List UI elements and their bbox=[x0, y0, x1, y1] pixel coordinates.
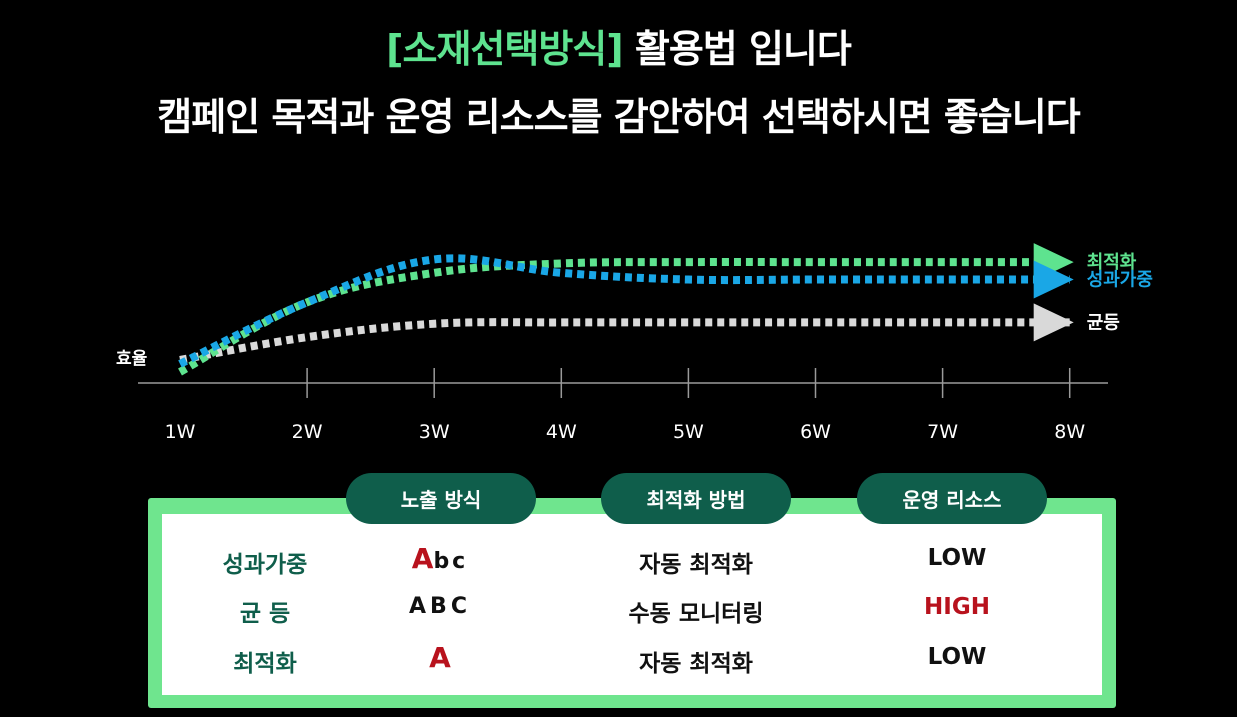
x-tick-label-4W: 4W bbox=[546, 421, 577, 443]
row-label-even: 균 등 bbox=[239, 601, 291, 627]
x-tick-label-1W: 1W bbox=[165, 421, 196, 443]
legend-label-0: 최적화 bbox=[1087, 252, 1137, 273]
x-tick-label-5W: 5W bbox=[673, 421, 704, 443]
x-tick-label-6W: 6W bbox=[800, 421, 831, 443]
series-line-1 bbox=[178, 254, 1070, 368]
header-pill-exposure: 노출 방식 bbox=[346, 473, 536, 524]
comparison-table-panel bbox=[148, 498, 1116, 708]
row-exposure-weighted: Abc bbox=[412, 542, 468, 575]
row-label-weighted: 성과가중 bbox=[222, 552, 308, 578]
series-line-2 bbox=[179, 318, 1070, 364]
y-axis-label: 효율 bbox=[116, 349, 148, 369]
x-tick-label-3W: 3W bbox=[419, 421, 450, 443]
row-method-weighted: 자동 최적화 bbox=[639, 552, 753, 578]
page-title: [소재선택방식] 활용법 입니다 bbox=[0, 18, 1237, 73]
series-arrow-1 bbox=[1033, 260, 1074, 299]
row-exposure-optimized: A bbox=[429, 641, 451, 674]
series-line-0 bbox=[178, 258, 1070, 376]
abc-rest: bc bbox=[433, 549, 469, 574]
title-accent: [소재선택방식] bbox=[386, 27, 623, 71]
comparison-table-body bbox=[162, 514, 1102, 695]
header-pill-resource: 운영 리소스 bbox=[857, 473, 1047, 524]
abc-highlight: A bbox=[411, 542, 434, 575]
header-pill-optimization: 최적화 방법 bbox=[601, 473, 791, 524]
row-method-optimized: 자동 최적화 bbox=[639, 651, 753, 677]
series-arrow-2 bbox=[1033, 303, 1074, 342]
title-rest: 활용법 입니다 bbox=[622, 27, 852, 71]
x-tick-label-8W: 8W bbox=[1054, 421, 1085, 443]
row-risk-optimized: LOW bbox=[927, 644, 987, 670]
row-exposure-even: ABC bbox=[409, 594, 471, 619]
x-tick-label-2W: 2W bbox=[292, 421, 323, 443]
row-risk-even: HIGH bbox=[924, 594, 990, 620]
row-risk-weighted: LOW bbox=[927, 545, 987, 571]
row-method-even: 수동 모니터링 bbox=[628, 601, 764, 627]
page-subtitle: 캠페인 목적과 운영 리소스를 감안하여 선택하시면 좋습니다 bbox=[157, 95, 1080, 139]
legend-label-1: 성과가중 bbox=[1087, 270, 1153, 291]
legend-label-2: 균등 bbox=[1087, 312, 1120, 333]
x-tick-label-7W: 7W bbox=[927, 421, 958, 443]
row-label-optimized: 최적화 bbox=[233, 651, 297, 677]
